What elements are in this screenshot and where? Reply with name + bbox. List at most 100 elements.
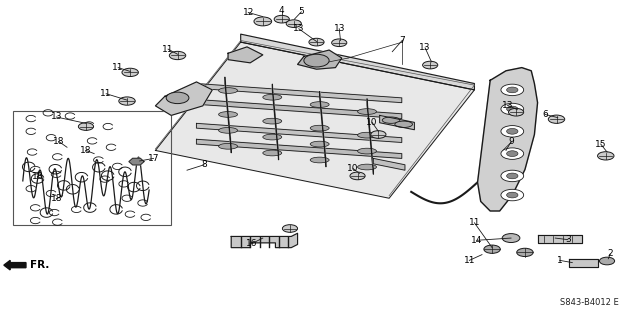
Ellipse shape [382,117,400,123]
Circle shape [501,148,523,159]
Polygon shape [380,116,415,130]
Polygon shape [225,77,231,153]
Circle shape [548,115,565,123]
Text: 12: 12 [242,8,254,17]
Ellipse shape [218,143,237,149]
Circle shape [170,51,185,60]
Ellipse shape [218,88,237,93]
Circle shape [274,15,289,23]
Polygon shape [298,50,342,69]
Text: 18: 18 [32,172,43,181]
Circle shape [304,54,329,67]
Text: 9: 9 [508,137,514,146]
Circle shape [332,39,347,47]
Text: 13: 13 [420,43,431,52]
Text: 11: 11 [162,44,174,54]
Circle shape [517,248,533,257]
Circle shape [166,92,189,104]
Circle shape [371,131,386,138]
Polygon shape [537,235,582,243]
Ellipse shape [263,94,282,100]
Circle shape [423,61,438,69]
Circle shape [506,192,518,198]
Text: 16: 16 [246,239,258,248]
Circle shape [501,125,523,137]
Text: 18: 18 [53,137,65,146]
Circle shape [508,108,523,116]
Ellipse shape [358,132,377,138]
Bar [13,111,172,225]
Text: 13: 13 [334,24,345,33]
Polygon shape [228,47,263,63]
Text: 18: 18 [80,146,92,155]
Ellipse shape [263,150,282,156]
Polygon shape [196,123,402,142]
Polygon shape [4,260,26,270]
Circle shape [501,189,523,201]
Text: FR.: FR. [30,260,49,270]
Text: 17: 17 [147,154,160,163]
Text: 7: 7 [399,36,405,45]
Text: 13: 13 [293,24,304,33]
Circle shape [78,123,94,130]
Text: 8: 8 [201,160,207,169]
Polygon shape [320,92,326,167]
Circle shape [254,17,272,26]
Polygon shape [231,233,298,248]
Ellipse shape [218,127,237,133]
Polygon shape [367,99,373,174]
Text: 14: 14 [471,236,482,245]
Text: 4: 4 [279,6,285,15]
Polygon shape [272,84,279,160]
Circle shape [598,152,614,160]
Ellipse shape [263,134,282,140]
Polygon shape [196,84,402,103]
Text: 10: 10 [367,118,378,127]
Ellipse shape [358,148,377,154]
Text: 5: 5 [299,7,304,16]
Text: 11: 11 [463,256,475,265]
Circle shape [599,257,615,265]
Polygon shape [241,34,474,90]
Ellipse shape [310,125,329,131]
Text: 11: 11 [468,218,480,227]
Text: 6: 6 [542,110,548,119]
Text: 11: 11 [101,89,112,98]
Circle shape [502,234,520,243]
Ellipse shape [358,164,377,170]
Ellipse shape [310,157,329,163]
Circle shape [506,128,518,134]
Text: 1: 1 [557,256,563,265]
Text: 3: 3 [565,235,571,244]
Text: S843-B4012 E: S843-B4012 E [560,298,618,307]
Ellipse shape [263,118,282,124]
Ellipse shape [395,121,413,127]
Circle shape [506,151,518,156]
Polygon shape [373,158,405,170]
Text: 13: 13 [51,113,62,122]
Text: 18: 18 [51,194,62,204]
Text: 11: 11 [113,63,124,72]
Circle shape [506,87,518,93]
Polygon shape [196,100,402,119]
Ellipse shape [310,141,329,147]
Ellipse shape [218,112,237,117]
Circle shape [501,84,523,96]
Text: 10: 10 [348,164,359,173]
Circle shape [119,97,135,105]
Circle shape [122,68,139,76]
Circle shape [350,172,365,180]
Text: 13: 13 [501,101,513,110]
Text: 2: 2 [608,250,613,259]
Ellipse shape [310,102,329,108]
Circle shape [506,106,518,112]
Circle shape [501,170,523,182]
Circle shape [484,245,500,253]
Circle shape [282,225,298,232]
Polygon shape [156,82,212,116]
Polygon shape [129,158,144,165]
Circle shape [506,173,518,179]
Circle shape [501,103,523,115]
Text: 15: 15 [595,140,606,148]
Polygon shape [477,68,537,211]
